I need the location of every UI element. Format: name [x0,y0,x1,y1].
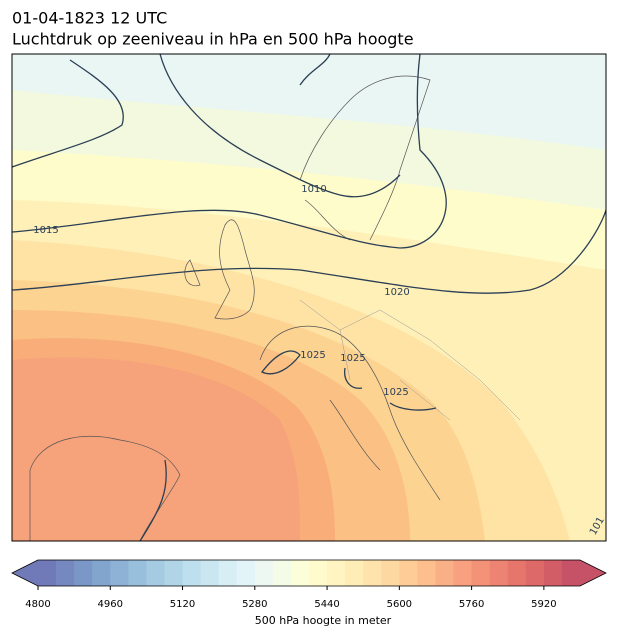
colorbar-cell [74,560,93,586]
colorbar-tick-label: 4960 [98,599,123,610]
colorbar-cell [453,560,473,586]
colorbar-cell [146,560,165,586]
map-subtitle: Luchtdruk op zeeniveau in hPa en 500 hPa… [12,30,414,49]
map-title: 01-04-1823 12 UTC [12,9,167,28]
colorbar-tick-label: 4800 [25,599,50,610]
colorbar-cell [254,560,274,586]
colorbar-cell [381,560,400,586]
colorbar-tick-label: 5920 [531,599,556,610]
colorbar-cell [435,560,455,586]
colorbar-cell [561,560,581,586]
contour-label: 1025 [300,350,325,361]
colorbar-cell [525,560,545,586]
colorbar-cell [182,560,202,586]
colorbar-tick-label: 5280 [242,599,267,610]
colorbar-cell [507,560,527,586]
colorbar-cell [471,560,491,586]
colorbar-cell [345,560,364,586]
colorbar-cell [236,560,256,586]
colorbar-cell [363,560,382,586]
colorbar-cell [417,560,436,586]
colorbar-extend [12,560,38,586]
colorbar-extend [580,560,606,586]
colorbar-tick-label: 5120 [170,599,195,610]
colorbar-cell [489,560,509,586]
colorbar-outline [11,559,607,587]
colorbar-cell [164,560,184,586]
colorbar-cell [200,560,220,586]
colorbar-cell [272,560,292,586]
colorbar-cell [218,560,238,586]
map-frame [11,53,607,542]
colorbar: 4800 4960 5120 5280 5440 5600 5760 5920 [11,559,607,610]
map: 1010 1015 1020 1025 1025 1025 101 [12,54,606,541]
colorbar-cell [309,560,328,586]
colorbar-cell [543,560,563,586]
colorbar-cell [110,560,129,586]
contour-label: 1015 [33,225,58,236]
contour-label: 1025 [340,353,365,364]
colorbar-label: 500 hPa hoogte in meter [255,614,392,627]
colorbar-cell [327,560,346,586]
colorbar-cell [128,560,147,586]
colorbar-cell [38,560,57,586]
colorbar-tick-label: 5440 [314,599,339,610]
colorbar-cell [290,560,310,586]
contour-label: 1020 [384,287,409,298]
colorbar-cell [399,560,418,586]
colorbar-cell [92,560,111,586]
contour-label: 1025 [383,387,408,398]
colorbar-tick-label: 5760 [459,599,484,610]
colorbar-tick-label: 5600 [387,599,412,610]
contour-label: 1010 [301,184,326,195]
colorbar-cell [56,560,75,586]
